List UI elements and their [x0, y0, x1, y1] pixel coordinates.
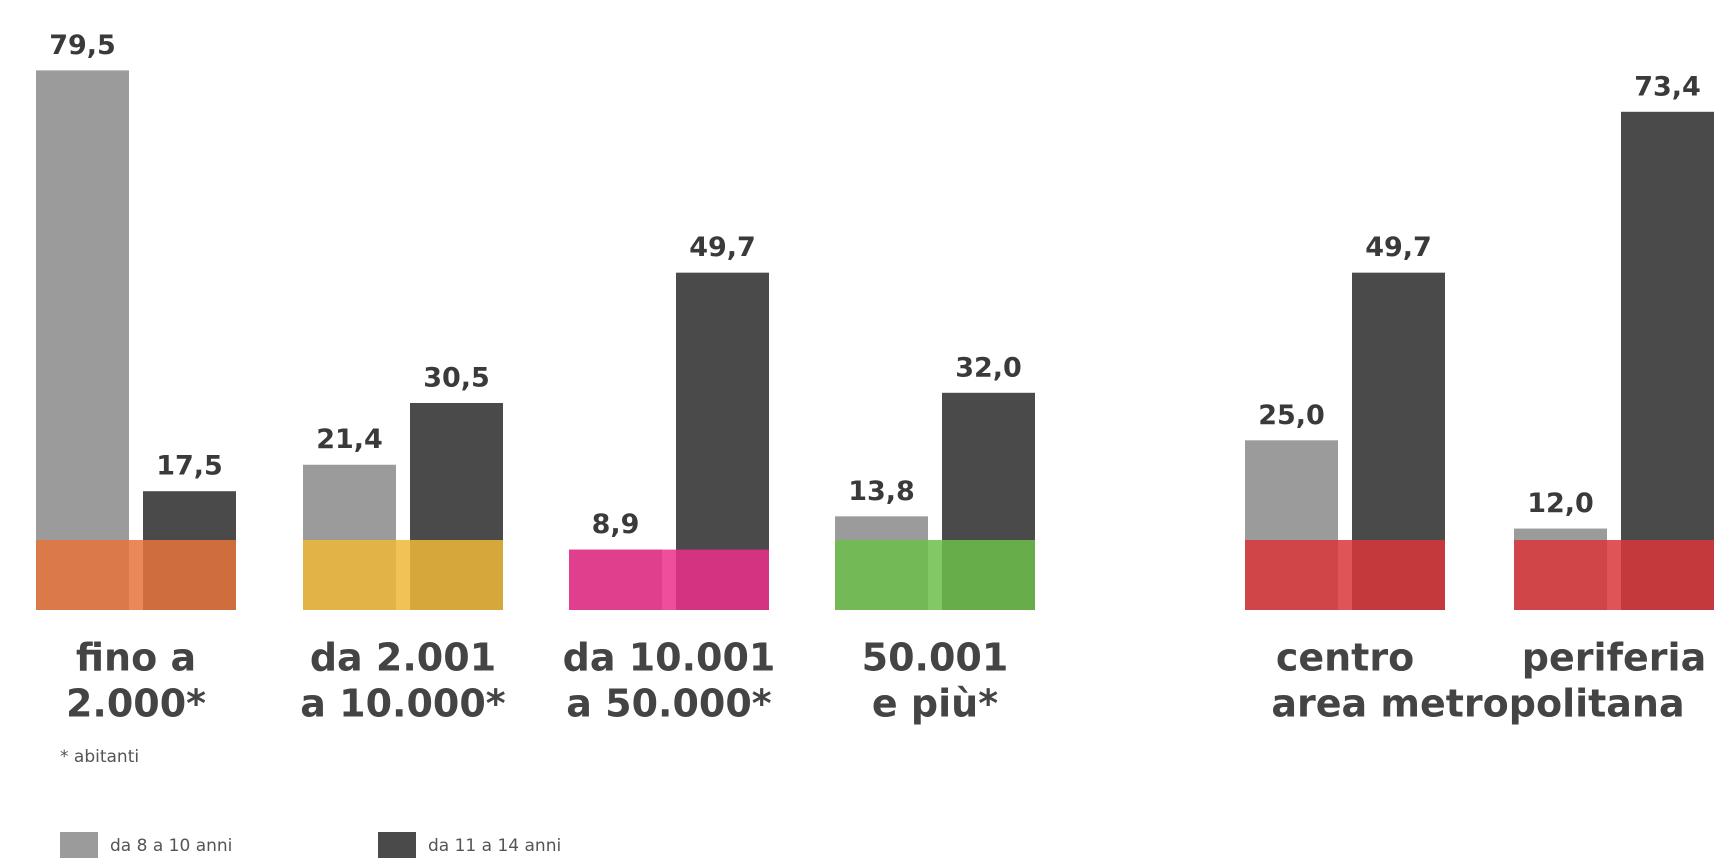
building	[1514, 540, 1714, 610]
category-label: periferia	[1522, 636, 1706, 680]
value-label: 32,0	[955, 352, 1022, 383]
value-label: 12,0	[1527, 488, 1594, 519]
building	[835, 540, 1035, 610]
building	[1245, 540, 1445, 610]
category-label: fino a	[76, 636, 196, 680]
legend-label: da 11 a 14 anni	[428, 836, 561, 856]
category-label: da 2.001	[310, 636, 496, 680]
value-label: 17,5	[156, 451, 223, 482]
group-label: area metropolitana	[1271, 682, 1684, 726]
bar	[1621, 111, 1714, 611]
building	[303, 540, 503, 610]
category-label: da 10.001	[563, 636, 776, 680]
legend-swatch	[60, 832, 98, 858]
value-label: 30,5	[423, 362, 490, 393]
category-label: a 10.000*	[300, 682, 506, 726]
value-label: 73,4	[1634, 71, 1701, 102]
category-label: 50.001	[862, 636, 1009, 680]
value-label: 13,8	[848, 476, 915, 507]
category-label: e più*	[872, 682, 998, 726]
footnote: * abitanti	[60, 747, 139, 767]
legend-label: da 8 a 10 anni	[110, 836, 232, 856]
category-label: centro	[1276, 636, 1414, 680]
building	[569, 549, 769, 610]
value-label: 49,7	[1365, 232, 1432, 263]
bar	[36, 70, 129, 611]
category-label: a 50.000*	[566, 682, 772, 726]
value-label: 25,0	[1258, 400, 1325, 431]
category-label: 2.000*	[66, 682, 206, 726]
value-label: 8,9	[592, 509, 640, 540]
value-label: 49,7	[689, 232, 756, 263]
legend-swatch	[378, 832, 416, 858]
building	[36, 540, 236, 610]
value-label: 79,5	[49, 30, 116, 61]
value-label: 21,4	[316, 424, 383, 455]
